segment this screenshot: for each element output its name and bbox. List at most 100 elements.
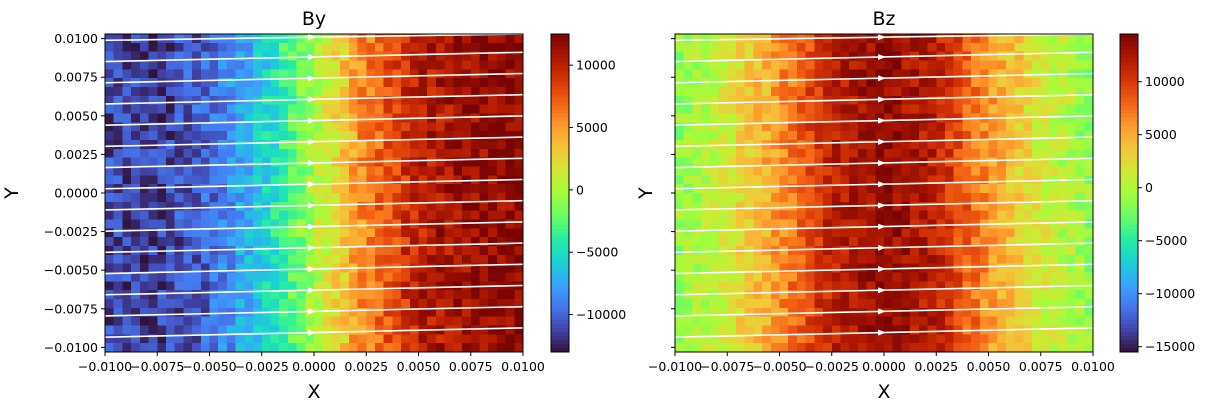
heatmap-cell xyxy=(444,140,454,150)
heatmap-cell xyxy=(392,281,402,291)
heatmap-cell xyxy=(910,69,920,79)
heatmap-cell xyxy=(496,193,506,203)
colorbar-segment xyxy=(1120,304,1138,309)
heatmap-cell xyxy=(831,334,841,344)
heatmap-cell xyxy=(875,78,885,88)
heatmap-cell xyxy=(875,131,885,141)
heatmap-cell xyxy=(409,95,419,106)
heatmap-cell xyxy=(709,78,719,88)
heatmap-cell xyxy=(488,148,498,159)
heatmap-cell xyxy=(113,51,123,61)
heatmap-cell xyxy=(157,34,167,44)
heatmap-cell xyxy=(340,131,350,141)
heatmap-cell xyxy=(735,148,746,159)
colorbar-segment xyxy=(551,300,569,305)
heatmap-cell xyxy=(683,299,693,309)
heatmap-cell xyxy=(279,246,289,256)
heatmap-cell xyxy=(857,131,867,141)
heatmap-cell xyxy=(866,78,876,88)
heatmap-cell xyxy=(1058,166,1068,176)
heatmap-cell xyxy=(831,325,841,335)
heatmap-cell xyxy=(753,219,763,229)
heatmap-cell xyxy=(244,60,254,70)
heatmap-cell xyxy=(1014,122,1024,132)
heatmap-cell xyxy=(409,237,419,247)
heatmap-cell xyxy=(840,325,850,335)
heatmap-cell xyxy=(735,131,746,141)
heatmap-cell xyxy=(918,299,928,309)
heatmap-cell xyxy=(944,42,955,53)
heatmap-cell xyxy=(840,104,850,114)
heatmap-cell xyxy=(253,51,263,61)
streamline xyxy=(104,329,316,338)
heatmap-cell xyxy=(718,104,728,114)
heatmap-cell xyxy=(1075,113,1085,123)
heatmap-cell xyxy=(1058,219,1068,229)
heatmap-cell xyxy=(200,87,210,97)
heatmap-cell xyxy=(971,246,981,256)
heatmap-cell xyxy=(322,104,332,114)
heatmap-cell xyxy=(770,299,780,309)
heatmap-cell xyxy=(244,343,254,353)
heatmap-cell xyxy=(1005,334,1016,344)
heatmap-cell xyxy=(357,254,367,265)
heatmap-cell xyxy=(383,122,393,132)
heatmap-cell xyxy=(279,272,289,282)
heatmap-cell xyxy=(744,281,754,291)
heatmap-cell xyxy=(192,334,202,344)
heatmap-cell xyxy=(831,263,841,273)
heatmap-cell xyxy=(139,95,149,106)
heatmap-cell xyxy=(418,157,428,167)
heatmap-cell xyxy=(296,113,306,123)
heatmap-cell xyxy=(296,184,306,194)
heatmap-cell xyxy=(962,34,972,44)
heatmap-cell xyxy=(462,78,472,88)
heatmap-cell xyxy=(849,140,859,150)
heatmap-cell xyxy=(1040,263,1050,273)
heatmap-cell xyxy=(857,299,867,309)
colorbar-segment xyxy=(551,280,569,285)
heatmap-cell xyxy=(157,122,167,132)
heatmap-cell xyxy=(988,201,998,212)
heatmap-cell xyxy=(244,148,254,159)
heatmap-cell xyxy=(148,122,158,132)
heatmap-cell xyxy=(244,157,254,167)
heatmap-cell xyxy=(1023,272,1033,282)
heatmap-cell xyxy=(1014,281,1024,291)
heatmap-cell xyxy=(192,210,202,220)
heatmap-cell xyxy=(453,69,463,79)
heatmap-cell xyxy=(418,184,428,194)
heatmap-cell xyxy=(788,281,798,291)
heatmap-cell xyxy=(105,122,115,132)
heatmap-cell xyxy=(348,272,358,282)
streamline xyxy=(104,266,316,275)
heatmap-cell xyxy=(1075,325,1085,335)
heatmap-cell xyxy=(1032,334,1042,344)
heatmap-cell xyxy=(462,104,472,114)
heatmap-cell xyxy=(192,113,202,123)
heatmap-cell xyxy=(496,246,506,256)
heatmap-cell xyxy=(340,290,350,300)
heatmap-cell xyxy=(270,175,280,185)
heatmap-cell xyxy=(892,281,902,291)
heatmap-cell xyxy=(1040,34,1050,44)
heatmap-cell xyxy=(157,210,167,220)
heatmap-cell xyxy=(322,254,332,265)
heatmap-cell xyxy=(727,113,737,123)
heatmap-cell xyxy=(418,307,428,318)
heatmap-cell xyxy=(374,51,385,61)
heatmap-cell xyxy=(823,42,833,53)
heatmap-cell xyxy=(823,131,833,141)
colorbar-segment xyxy=(1120,129,1138,134)
heatmap-cell xyxy=(796,51,807,61)
heatmap-cell xyxy=(875,95,885,106)
heatmap-cell xyxy=(226,325,237,335)
heatmap-cell xyxy=(927,122,937,132)
heatmap-cell xyxy=(514,166,524,176)
heatmap-cell xyxy=(1075,122,1085,132)
x-tick-label: 0.0075 xyxy=(449,359,493,374)
heatmap-cell xyxy=(174,104,184,114)
heatmap-cell xyxy=(962,78,972,88)
heatmap-cell xyxy=(944,219,955,229)
heatmap-cell xyxy=(744,263,754,273)
